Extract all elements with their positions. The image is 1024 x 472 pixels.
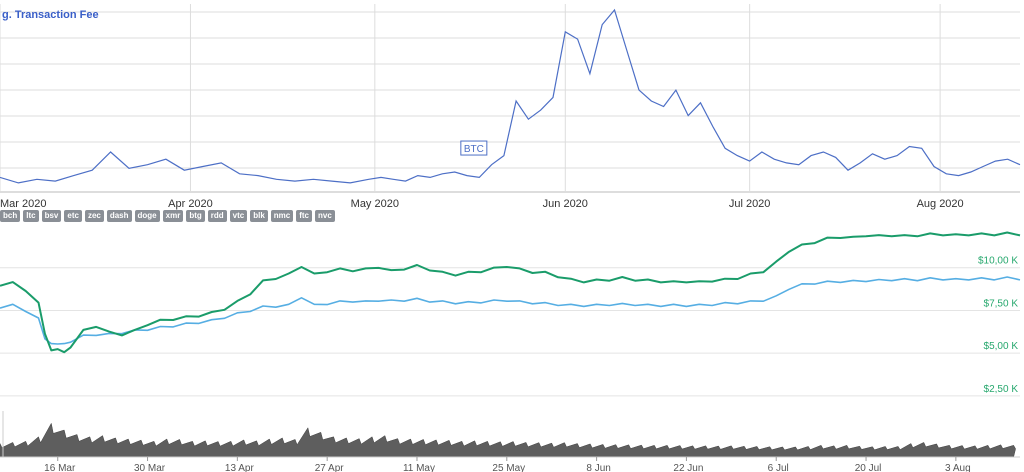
price-x-tick-label: 3 Aug xyxy=(945,463,971,472)
fee-series-label-text: BTC xyxy=(464,144,484,155)
fee-chart-title: g. Transaction Fee xyxy=(2,9,99,21)
fee-x-tick-label: Apr 2020 xyxy=(168,198,213,210)
coin-pill-xmr[interactable]: xmr xyxy=(162,210,184,222)
transaction-fee-chart: Mar 2020 Apr 2020 May 2020 Jun 2020 Jul 2020… xyxy=(0,4,1021,210)
price-x-tick-label: 25 May xyxy=(492,463,525,472)
fee-x-tick-label: May 2020 xyxy=(351,198,399,210)
price-x-tick-label: 16 Mar xyxy=(44,463,76,472)
price-y-tick-label: $7,50 K xyxy=(984,298,1019,309)
coin-pill-btg[interactable]: btg xyxy=(186,210,205,222)
fee-series-line xyxy=(0,8,1021,184)
coin-pill-zec[interactable]: zec xyxy=(84,210,104,222)
coin-pill-rdd[interactable]: rdd xyxy=(207,210,227,222)
coin-pill-dash[interactable]: dash xyxy=(106,210,132,222)
coin-pill-bch[interactable]: bch xyxy=(0,210,21,222)
price-x-tick-label: 20 Jul xyxy=(855,463,882,472)
price-y-tick-label: $5,00 K xyxy=(984,341,1019,352)
price-x-tick-label: 27 Apr xyxy=(315,463,345,472)
coin-pill-ltc[interactable]: ltc xyxy=(23,210,39,222)
price-x-tick-label: 11 May xyxy=(403,463,435,472)
coin-pill-ftc[interactable]: ftc xyxy=(296,210,312,222)
coin-pill-bsv[interactable]: bsv xyxy=(41,210,62,222)
coin-pill-blk[interactable]: blk xyxy=(250,210,268,222)
coin-pill-nmc[interactable]: nmc xyxy=(270,210,294,222)
coin-pill-etc[interactable]: etc xyxy=(64,210,82,222)
coin-pill-nvc[interactable]: nvc xyxy=(315,210,335,222)
fee-series-label: BTC xyxy=(460,140,488,156)
coin-pill-doge[interactable]: doge xyxy=(134,210,160,222)
price-y-tick-label: $2,50 K xyxy=(984,384,1019,395)
fee-series-label-box xyxy=(460,140,488,156)
fee-x-tick-label: Jun 2020 xyxy=(543,198,588,210)
price-series-primary xyxy=(0,231,1021,354)
price-x-tick-label: 6 Jul xyxy=(768,463,789,472)
price-chart: $2,50 K $5,00 K $7,50 K $10,00 K 16 Mar 30 Ma… xyxy=(0,231,1021,472)
fee-x-tick-label: Jul 2020 xyxy=(729,198,771,210)
coin-selector: bch ltc bsv etc zec dash doge xmr btg rdd vtc blk nm… xyxy=(0,210,335,224)
price-x-tick-label: 8 Jun xyxy=(586,463,610,472)
price-x-tick-label: 13 Apr xyxy=(225,463,255,472)
price-x-tick-label: 30 Mar xyxy=(134,463,166,472)
price-y-tick-label: $10,00 K xyxy=(978,256,1018,267)
fee-x-tick-label: Mar 2020 xyxy=(0,198,46,210)
price-x-tick-label: 22 Jun xyxy=(673,463,703,472)
volume-area xyxy=(0,422,1016,458)
price-series-secondary xyxy=(0,276,1021,345)
coin-pill-vtc[interactable]: vtc xyxy=(229,210,248,222)
fee-x-tick-label: Aug 2020 xyxy=(917,198,964,210)
